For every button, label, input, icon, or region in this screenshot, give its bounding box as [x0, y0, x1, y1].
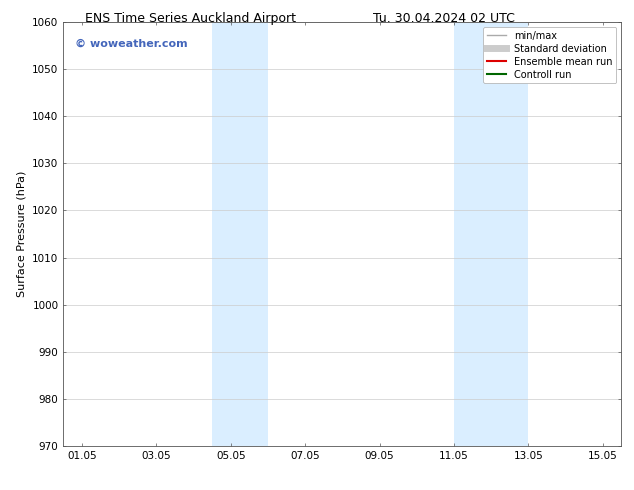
Text: Tu. 30.04.2024 02 UTC: Tu. 30.04.2024 02 UTC [373, 12, 515, 25]
Y-axis label: Surface Pressure (hPa): Surface Pressure (hPa) [16, 171, 27, 297]
Bar [212, 22, 268, 446]
Bar [454, 22, 528, 446]
Text: © woweather.com: © woweather.com [75, 39, 187, 49]
Legend: min/max, Standard deviation, Ensemble mean run, Controll run: min/max, Standard deviation, Ensemble me… [483, 27, 616, 83]
Text: ENS Time Series Auckland Airport: ENS Time Series Auckland Airport [85, 12, 295, 25]
